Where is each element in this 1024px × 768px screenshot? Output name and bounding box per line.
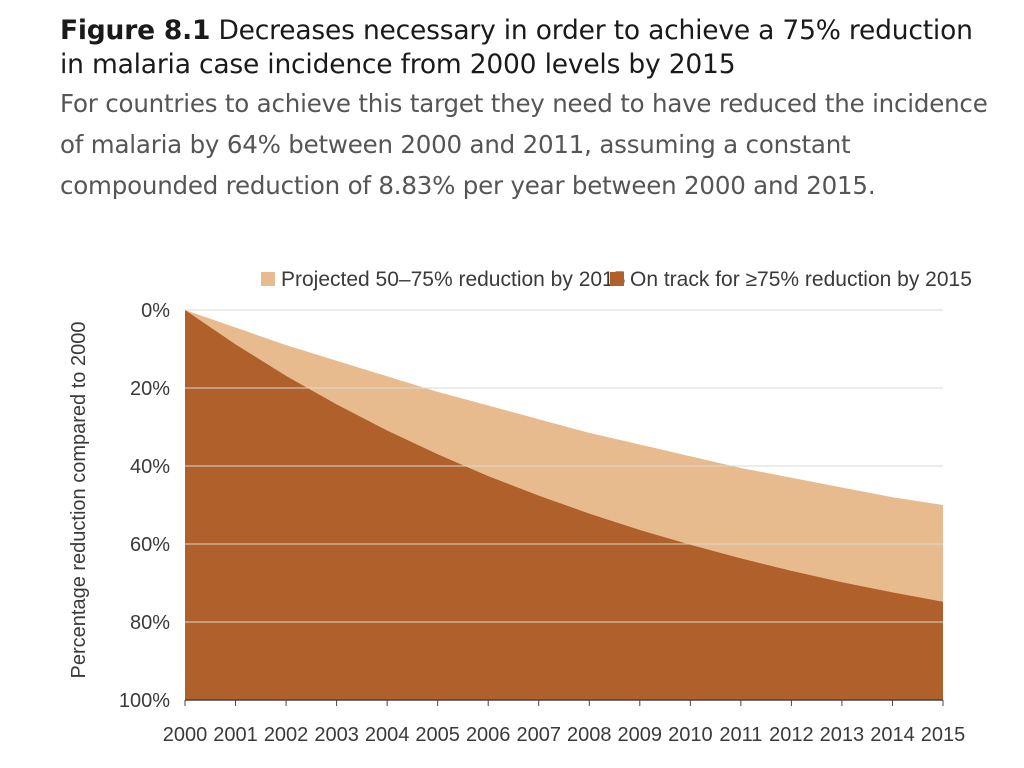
x-tick-label: 2012 [769,724,814,746]
x-axis-ticks: 2000 2001 2002 2003 2004 2005 2006 2007 2008 2009… [163,700,966,746]
x-tick-label: 2002 [264,724,309,746]
legend-label-2: On track for ≥75% reduction by 2015 [630,268,972,291]
legend-label-1: Projected 50–75% reduction by 2015 [281,268,625,291]
figure-title: Figure 8.1 Decreases necessary in order … [60,14,990,82]
y-tick-label: 100% [119,690,170,712]
figure-title-text: Decreases necessary in order to achieve … [60,15,973,80]
x-tick-label: 2014 [870,724,915,746]
x-tick-label: 2008 [567,724,612,746]
x-tick-label: 2011 [719,724,762,746]
y-tick-label: 80% [130,612,170,634]
y-tick-label: 60% [130,534,170,556]
figure-label: Figure 8.1 [60,15,211,46]
chart-legend: Projected 50–75% reduction by 2015 On tra… [261,268,972,291]
x-tick-label: 2007 [516,724,561,746]
chart-gridlines [185,309,943,701]
y-tick-label: 40% [130,456,170,478]
x-tick-label: 2005 [415,724,460,746]
x-tick-label: 2006 [466,724,511,746]
figure-header: Figure 8.1 Decreases necessary in order … [60,14,990,206]
x-tick-label: 2004 [365,724,410,746]
x-tick-label: 2010 [668,724,713,746]
x-tick-label: 2015 [921,724,966,746]
y-axis-ticks: 0% 20% 40% 60% 80% 100% [119,300,170,712]
y-axis-title: Percentage reduction compared to 2000 [68,322,90,679]
x-tick-label: 2013 [820,724,865,746]
y-tick-label: 0% [141,300,170,322]
x-tick-label: 2001 [213,724,258,746]
x-tick-label: 2003 [314,724,359,746]
chart-areas [185,310,943,700]
x-tick-label: 2000 [163,724,208,746]
y-tick-label: 20% [130,378,170,400]
figure-subtitle: For countries to achieve this target the… [60,89,988,200]
x-tick-label: 2009 [618,724,663,746]
legend-swatch-2 [610,272,624,286]
area-series-2 [185,310,943,700]
legend-swatch-1 [261,272,275,286]
